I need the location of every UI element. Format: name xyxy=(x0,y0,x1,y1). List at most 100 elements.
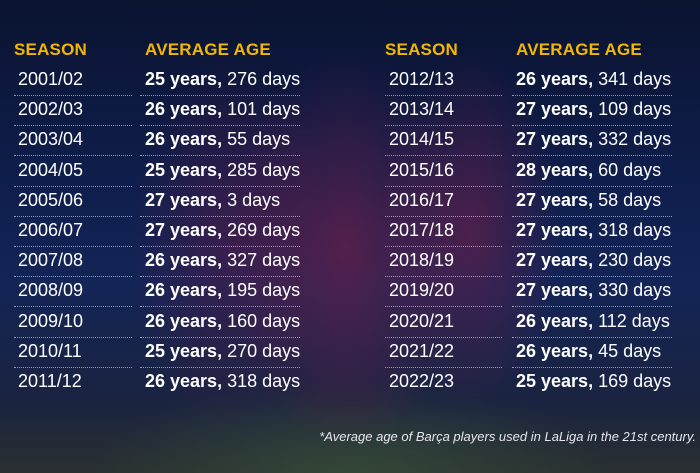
season: 2019/20 xyxy=(389,280,455,301)
row-divider xyxy=(14,155,132,157)
season: 2014/15 xyxy=(389,129,455,150)
average-age: 25 years, 270 days xyxy=(145,341,300,362)
row-divider xyxy=(512,155,672,157)
season: 2013/14 xyxy=(389,99,455,120)
age-years: 27 years, xyxy=(516,99,594,120)
age-days: 169 days xyxy=(598,371,672,391)
row-divider xyxy=(512,215,672,217)
season: 2002/03 xyxy=(18,99,84,120)
row-divider xyxy=(512,125,672,127)
average-age: 26 years, 195 days xyxy=(145,280,300,301)
age-years: 26 years, xyxy=(516,69,594,89)
season: 2011/12 xyxy=(18,371,82,391)
season: 2001/02 xyxy=(18,69,84,89)
row-divider xyxy=(512,306,672,308)
row-divider xyxy=(14,336,132,338)
row-divider xyxy=(140,336,300,338)
average-age: 26 years, 327 days xyxy=(145,250,300,271)
row-divider xyxy=(14,215,132,217)
average-age: 27 years, 269 days xyxy=(145,220,300,241)
row-divider xyxy=(140,95,300,96)
age-years: 26 years, xyxy=(145,250,223,271)
age-years: 27 years, xyxy=(145,220,223,240)
season: 2012/13 xyxy=(389,69,455,89)
row-divider xyxy=(385,306,502,308)
row-divider xyxy=(140,155,300,157)
age-days: 45 days xyxy=(598,340,662,361)
average-age: 27 years, 58 days xyxy=(516,190,661,211)
row-divider xyxy=(140,185,300,187)
row-divider xyxy=(512,366,672,368)
average-age: 25 years, 276 days xyxy=(145,69,300,90)
season: 2005/06 xyxy=(18,189,84,210)
season: 2006/07 xyxy=(18,220,84,240)
season: 2015/16 xyxy=(389,159,455,180)
row-divider xyxy=(385,276,502,278)
average-age: 26 years, 160 days xyxy=(145,311,300,332)
season: 2021/22 xyxy=(389,340,455,361)
average-age: 27 years, 109 days xyxy=(516,99,671,120)
age-years: 26 years, xyxy=(145,129,223,150)
age-days: 58 days xyxy=(598,189,662,210)
season: 2018/19 xyxy=(389,250,455,271)
row-divider xyxy=(385,246,502,247)
season: 2004/05 xyxy=(18,159,84,180)
column-header: SEASON xyxy=(385,40,458,59)
column-header: SEASON xyxy=(14,40,87,59)
average-age: 27 years, 330 days xyxy=(516,280,671,301)
age-years: 25 years, xyxy=(145,159,223,180)
age-years: 26 years, xyxy=(145,99,223,120)
age-years: 25 years, xyxy=(145,69,223,89)
season: 2020/21 xyxy=(389,310,455,331)
season: 2010/11 xyxy=(18,340,82,361)
column-header: AVERAGE AGE xyxy=(145,40,271,59)
age-years: 27 years, xyxy=(516,280,594,301)
season: 2008/09 xyxy=(18,280,84,301)
average-age: 26 years, 45 days xyxy=(516,341,661,362)
row-divider xyxy=(14,125,132,127)
age-days: 318 days xyxy=(227,371,301,391)
average-age: 26 years, 55 days xyxy=(145,129,290,150)
age-days: 160 days xyxy=(227,310,301,331)
row-divider xyxy=(385,185,502,187)
age-days: 318 days xyxy=(598,220,672,240)
row-divider xyxy=(14,366,132,368)
age-years: 27 years, xyxy=(516,129,594,150)
row-divider xyxy=(14,95,132,96)
row-divider xyxy=(512,95,672,96)
age-days: 276 days xyxy=(227,69,301,89)
age-years: 26 years, xyxy=(516,340,594,361)
season: 2016/17 xyxy=(389,189,455,210)
season: 2003/04 xyxy=(18,129,84,150)
row-divider xyxy=(512,185,672,187)
average-age: 25 years, 285 days xyxy=(145,160,300,181)
season: 2009/10 xyxy=(18,310,84,331)
age-days: 330 days xyxy=(598,280,672,301)
age-days: 195 days xyxy=(227,280,301,301)
age-years: 27 years, xyxy=(516,220,594,240)
row-divider xyxy=(385,215,502,217)
average-age: 26 years, 318 days xyxy=(145,371,300,392)
age-days: 55 days xyxy=(227,129,291,150)
row-divider xyxy=(140,366,300,368)
row-divider xyxy=(140,246,300,247)
age-days: 269 days xyxy=(227,220,301,240)
row-divider xyxy=(140,306,300,308)
row-divider xyxy=(14,276,132,278)
row-divider xyxy=(512,276,672,278)
age-years: 27 years, xyxy=(516,189,594,210)
average-age: 26 years, 101 days xyxy=(145,99,300,120)
season: 2017/18 xyxy=(389,220,455,240)
average-age: 27 years, 3 days xyxy=(145,190,280,211)
row-divider xyxy=(385,336,502,338)
row-divider xyxy=(140,215,300,217)
row-divider xyxy=(385,95,502,96)
row-divider xyxy=(385,366,502,368)
age-years: 25 years, xyxy=(516,371,594,391)
age-days: 341 days xyxy=(598,69,672,89)
age-days: 285 days xyxy=(227,159,301,180)
age-years: 26 years, xyxy=(145,280,223,301)
age-years: 26 years, xyxy=(145,310,223,331)
average-age: 27 years, 230 days xyxy=(516,250,671,271)
